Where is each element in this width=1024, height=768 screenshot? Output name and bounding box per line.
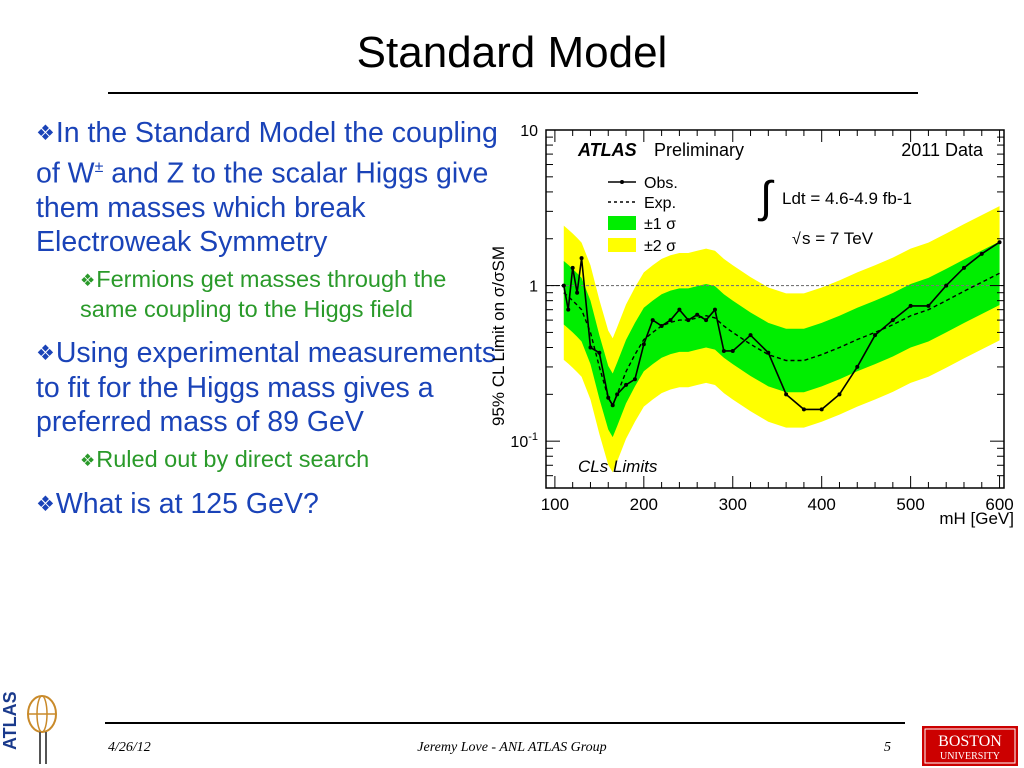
bullet-level1: ❖In the Standard Model the coupling of W…: [36, 116, 506, 259]
bu-logo-line2: UNIVERSITY: [940, 751, 1000, 762]
observed-point: [908, 303, 913, 308]
observed-point: [575, 290, 580, 295]
bullet-text: What is at 125 GeV?: [55, 487, 319, 520]
observed-point: [677, 307, 682, 312]
plot-frame: [545, 129, 1005, 489]
observed-point: [819, 407, 824, 412]
observed-point: [855, 364, 860, 369]
energy-label: s = 7 TeV: [802, 229, 874, 248]
sqrt-symbol: √: [792, 231, 801, 248]
legend-two-sigma-label: ±2 σ: [644, 238, 676, 255]
observed-point: [610, 403, 615, 408]
observed-point: [606, 395, 611, 400]
legend-one-sigma-label: ±1 σ: [644, 216, 676, 233]
diamond-bullet-icon: ❖: [80, 270, 96, 290]
observed-point: [650, 318, 655, 323]
bullet-superscript: ±: [94, 159, 104, 176]
observed-point: [801, 407, 806, 412]
observed-point: [721, 348, 726, 353]
legend-observed-label: Obs.: [644, 175, 678, 192]
x-tick-label: 300: [719, 495, 747, 514]
observed-point: [668, 318, 673, 323]
observed-point: [570, 265, 575, 270]
observed-point: [873, 333, 878, 338]
bu-logo-line1: BOSTON: [938, 733, 1002, 750]
observed-point: [997, 240, 1002, 245]
observed-point: [748, 333, 753, 338]
observed-point: [632, 377, 637, 382]
y-tick-label-exponent: -1: [528, 431, 538, 443]
integral-symbol: ∫: [757, 173, 775, 222]
observed-point: [615, 392, 620, 397]
x-tick-label: 600: [985, 495, 1013, 514]
atlas-label: ATLAS: [577, 140, 637, 160]
observed-point: [926, 303, 931, 308]
legend-observed-marker: [620, 180, 624, 184]
observed-point: [730, 348, 735, 353]
legend-one-sigma-swatch: [608, 216, 636, 230]
atlas-logo-text: ATLAS: [0, 691, 20, 750]
one-sigma-band: [563, 241, 1000, 438]
legend-expected-label: Exp.: [644, 195, 676, 212]
observed-point: [686, 318, 691, 323]
observed-point: [837, 392, 842, 397]
observed-point: [561, 283, 566, 288]
observed-point: [712, 307, 717, 312]
bullet-text: Ruled out by direct search: [96, 445, 370, 472]
y-axis-label: 95% CL Limit on σ/σSM: [489, 246, 508, 426]
observed-point: [624, 382, 629, 387]
observed-point: [961, 265, 966, 270]
diamond-bullet-icon: ❖: [80, 450, 96, 470]
observed-point: [659, 323, 664, 328]
observed-point: [588, 345, 593, 350]
bullet-level2: ❖Fermions get masses through the same co…: [80, 265, 506, 324]
data-year-label: 2011 Data: [901, 140, 984, 160]
bullet-text: Fermions get masses through the same cou…: [80, 265, 447, 322]
observed-point: [597, 350, 602, 355]
luminosity-label: Ldt = 4.6-4.9 fb-1: [782, 189, 912, 208]
bullet-text: Using experimental measurements to fit f…: [36, 336, 497, 438]
x-tick-label: 200: [630, 495, 658, 514]
boston-university-logo: BOSTON UNIVERSITY: [922, 726, 1018, 766]
bullet-level2: ❖Ruled out by direct search: [80, 445, 506, 475]
footer-divider: [105, 722, 905, 724]
observed-point: [784, 392, 789, 397]
atlas-logo: ATLAS: [0, 691, 57, 764]
observed-point: [704, 318, 709, 323]
legend-two-sigma-swatch: [608, 238, 636, 252]
y-tick-label: 1: [529, 279, 538, 296]
observed-point: [641, 342, 646, 347]
x-tick-label: 500: [896, 495, 924, 514]
observed-point: [944, 283, 949, 288]
y-tick-label-base: 10: [510, 434, 528, 451]
observed-point: [766, 350, 771, 355]
observed-point: [579, 256, 584, 261]
x-tick-label: 400: [808, 495, 836, 514]
slide-title: Standard Model: [356, 28, 668, 77]
observed-point: [695, 312, 700, 317]
diamond-bullet-icon: ❖: [36, 492, 55, 516]
diamond-bullet-icon: ❖: [36, 341, 55, 365]
footer-author: Jeremy Love - ANL ATLAS Group: [417, 740, 607, 755]
bullet-text: In the Standard Model the coupling of W: [36, 117, 498, 190]
bullet-level1: ❖What is at 125 GeV?: [36, 487, 506, 522]
bullet-list: ❖In the Standard Model the coupling of W…: [36, 116, 506, 528]
footer-page-number: 5: [884, 740, 891, 755]
observed-point: [890, 318, 895, 323]
observed-limit-line: [562, 241, 1000, 411]
preliminary-label: Preliminary: [654, 140, 744, 160]
y-tick-label: 10-1: [510, 431, 538, 451]
cls-limits-label: CLs Limits: [578, 457, 658, 476]
diamond-bullet-icon: ❖: [36, 122, 55, 145]
x-tick-label: 100: [541, 495, 569, 514]
y-tick-label: 10: [520, 123, 538, 140]
observed-point: [566, 307, 571, 312]
footer-date: 4/26/12: [108, 740, 151, 755]
bullet-level1: ❖Using experimental measurements to fit …: [36, 336, 506, 439]
title-divider: [108, 92, 918, 94]
observed-point: [979, 251, 984, 256]
x-axis-label: mH [GeV]: [939, 509, 1014, 528]
bullet-text: and Z to the scalar Higgs give them mass…: [36, 157, 489, 258]
